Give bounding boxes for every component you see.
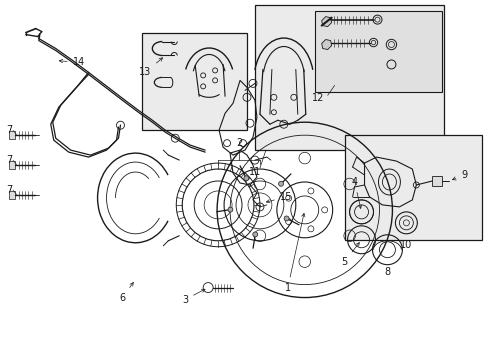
Text: 7: 7	[6, 155, 12, 165]
Polygon shape	[321, 17, 331, 27]
Bar	[254, 5, 443, 150]
Text: 5: 5	[341, 243, 359, 267]
Text: 12: 12	[311, 93, 323, 103]
Circle shape	[227, 207, 232, 212]
Text: 10: 10	[400, 240, 412, 250]
Text: 13: 13	[139, 58, 163, 77]
Circle shape	[252, 232, 257, 237]
Text: 8: 8	[384, 267, 390, 276]
Text: 6: 6	[119, 283, 133, 302]
Bar	[9, 131, 15, 139]
Text: 1: 1	[284, 213, 305, 293]
Bar	[344, 135, 481, 240]
Circle shape	[244, 176, 248, 181]
Circle shape	[284, 216, 288, 221]
Bar	[314, 11, 441, 92]
Text: 2: 2	[235, 138, 242, 148]
Text: 7: 7	[6, 185, 12, 195]
Text: 15: 15	[266, 192, 292, 203]
Bar	[431, 176, 441, 186]
Polygon shape	[321, 40, 331, 50]
Text: 9: 9	[451, 170, 466, 180]
Bar	[9, 161, 15, 169]
Text: 3: 3	[182, 289, 204, 305]
Text: 4: 4	[351, 177, 361, 208]
Text: 11: 11	[248, 167, 261, 177]
Bar	[142, 32, 246, 130]
Text: 7: 7	[6, 125, 12, 135]
Bar	[9, 191, 15, 199]
Circle shape	[278, 181, 283, 186]
Text: 14: 14	[59, 58, 85, 67]
